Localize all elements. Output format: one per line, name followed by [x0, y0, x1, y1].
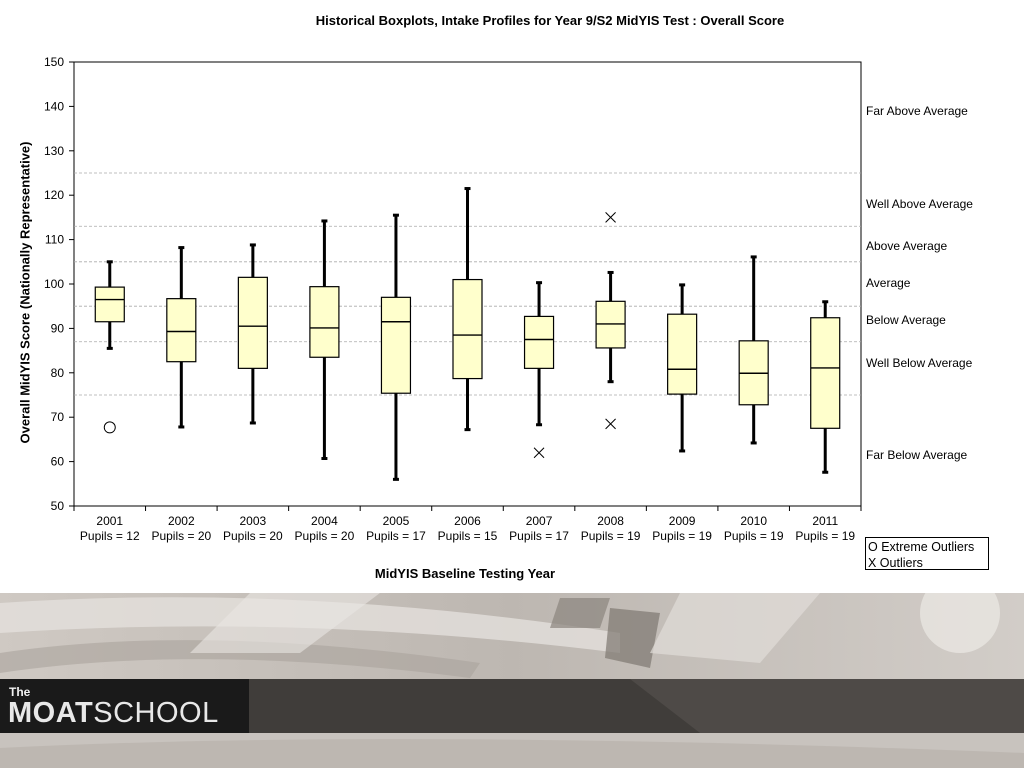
box-iqr [94, 286, 125, 323]
x-tick-label-pupils: Pupils = 17 [509, 529, 569, 543]
band-label: Below Average [866, 313, 946, 328]
y-tick-label: 130 [44, 144, 64, 158]
logo-wordmark: MOATSCHOOL [8, 697, 219, 730]
y-tick-label: 80 [51, 366, 65, 380]
y-axis: 50 60 70 80 90 100 110 120 130 140 150 [44, 55, 74, 513]
boxplot-2001 [94, 260, 125, 434]
x-tick-label-year: 2007 [526, 514, 553, 528]
boxplot-2006 [452, 187, 483, 432]
box-iqr [166, 298, 197, 363]
logo-the-text: The [9, 685, 31, 699]
box-iqr [667, 313, 698, 395]
boxplot-2010 [738, 255, 769, 445]
x-tick-label-pupils: Pupils = 19 [724, 529, 784, 543]
y-tick-label: 110 [45, 233, 64, 247]
chart-title: Historical Boxplots, Intake Profiles for… [315, 13, 785, 28]
x-tick-label-pupils: Pupils = 19 [652, 529, 712, 543]
boxplot-2004 [309, 219, 340, 460]
x-tick-label-year: 2006 [454, 514, 481, 528]
box-iqr [810, 317, 841, 429]
x-tick-label-pupils: Pupils = 20 [295, 529, 355, 543]
box-iqr [380, 296, 412, 394]
x-tick-label-year: 2010 [740, 514, 767, 528]
y-tick-label: 60 [51, 455, 65, 469]
boxplot-2005 [380, 213, 412, 481]
box-iqr [523, 315, 555, 369]
boxplot-2008 [595, 212, 626, 430]
outlier-point [533, 447, 545, 459]
boxplot-2007 [523, 281, 555, 459]
band-label: Far Below Average [866, 447, 968, 462]
decorative-banner [0, 593, 1024, 768]
band-label: Average [866, 276, 911, 291]
x-axis-title: MidYIS Baseline Testing Year [374, 566, 556, 581]
outlier-point [605, 212, 616, 223]
box-iqr [309, 286, 340, 358]
x-tick-label-year: 2003 [240, 514, 267, 528]
box-iqr [237, 276, 268, 369]
box-iqr [452, 278, 483, 380]
logo-bold-text: MOAT [8, 697, 94, 729]
x-tick-label-year: 2008 [597, 514, 624, 528]
x-tick-label-pupils: Pupils = 12 [80, 529, 140, 543]
boxplot-2011 [810, 300, 841, 474]
outlier-point [605, 418, 616, 430]
x-tick-label-year: 2011 [812, 514, 838, 528]
x-tick-label-year: 2001 [96, 514, 123, 528]
x-tick-label-pupils: Pupils = 15 [438, 529, 498, 543]
y-tick-label: 100 [44, 277, 64, 291]
y-tick-label: 120 [44, 188, 64, 202]
school-logo: The MOATSCHOOL [0, 679, 249, 733]
legend-extreme-outliers: O Extreme Outliers [868, 540, 975, 554]
x-tick-label-year: 2009 [669, 514, 696, 528]
x-tick-label-year: 2002 [168, 514, 195, 528]
x-tick-label-pupils: Pupils = 20 [151, 529, 211, 543]
y-tick-label: 150 [44, 55, 64, 69]
logo-light-text: SCHOOL [93, 697, 219, 729]
y-tick-label: 140 [44, 99, 64, 113]
x-tick-label-pupils: Pupils = 17 [366, 529, 426, 543]
y-tick-label: 90 [51, 321, 65, 335]
reference-lines [74, 172, 861, 396]
y-axis-title: Overall MidYIS Score (Nationally Represe… [17, 141, 33, 444]
legend: O Extreme Outliers X Outliers [865, 537, 989, 570]
x-tick-label-pupils: Pupils = 20 [223, 529, 283, 543]
band-label: Far Above Average [866, 103, 968, 118]
legend-outliers: X Outliers [868, 556, 923, 570]
boxplot-2009 [667, 283, 698, 453]
band-label: Well Below Average [866, 355, 973, 370]
band-label: Well Above Average [866, 197, 973, 212]
x-tick-label-pupils: Pupils = 19 [795, 529, 855, 543]
boxplot-2003 [237, 243, 268, 425]
x-tick-label-year: 2005 [383, 514, 410, 528]
band-label: Above Average [866, 239, 948, 254]
y-tick-label: 70 [51, 410, 65, 424]
boxplot-2002 [166, 246, 197, 429]
extreme-outlier-point [103, 421, 116, 434]
y-tick-label: 50 [51, 499, 65, 513]
x-tick-label-year: 2004 [311, 514, 338, 528]
boxplots [94, 187, 841, 481]
x-tick-label-pupils: Pupils = 19 [581, 529, 641, 543]
